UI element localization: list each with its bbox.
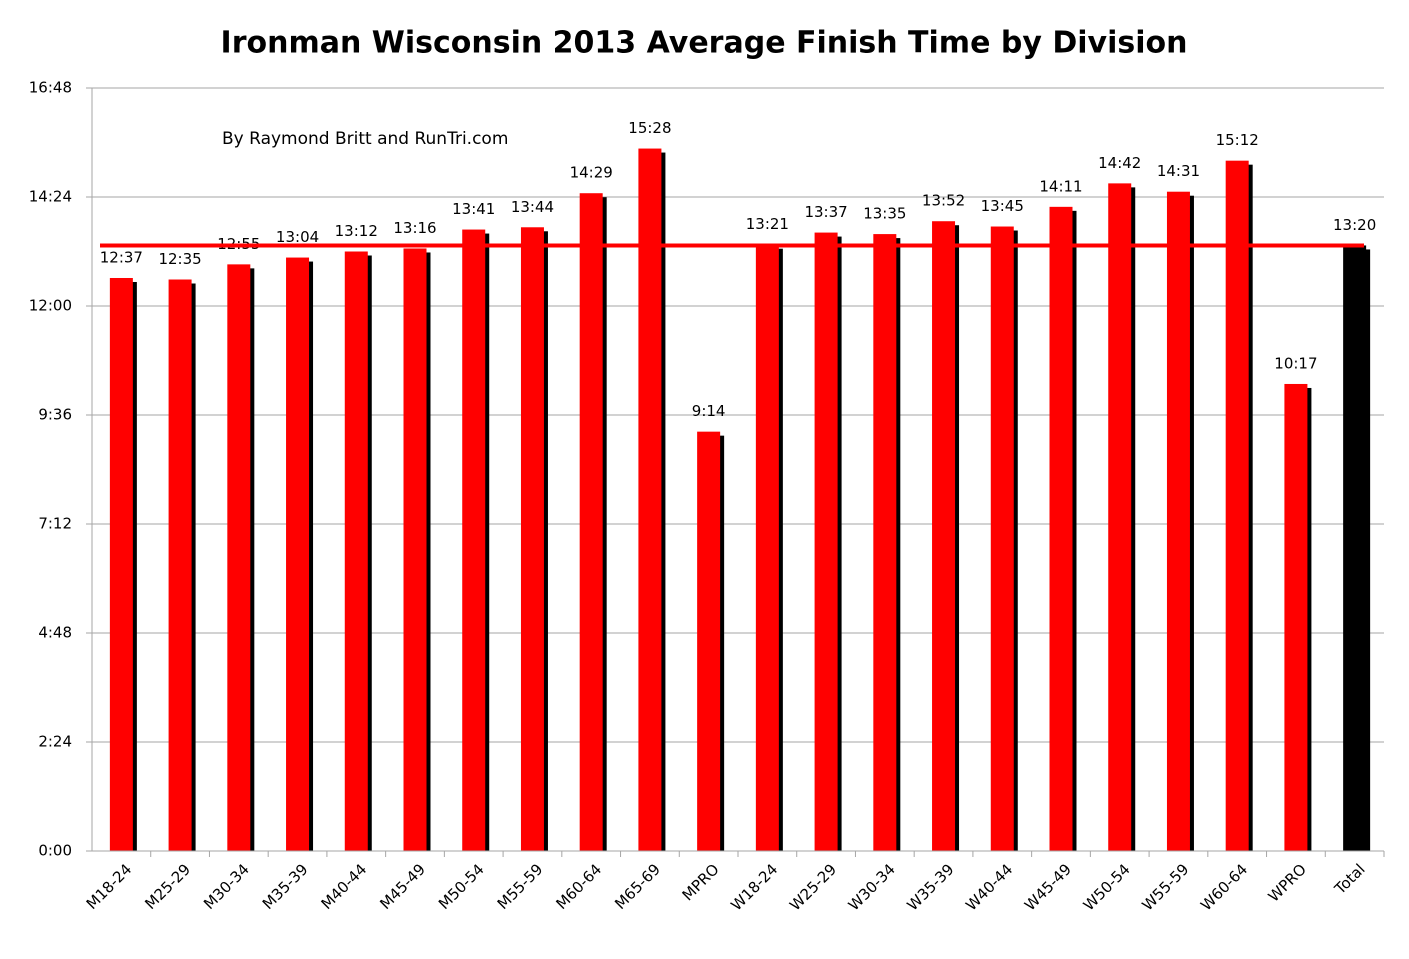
bar [1343,245,1367,851]
value-label: 15:12 [1216,131,1259,149]
bar [520,227,544,851]
bar [1225,160,1249,851]
bar [1166,191,1190,851]
bar [344,251,368,851]
value-label: 13:45 [981,197,1024,215]
y-tick-label: 16:48 [29,79,72,97]
bar [990,226,1014,852]
y-tick-label: 12:00 [29,297,72,315]
bar [1108,183,1132,851]
y-tick-label: 14:24 [29,188,72,206]
bar [873,234,897,851]
bar [755,244,779,851]
value-label: 13:16 [393,219,436,237]
y-tick-label: 7:12 [38,515,72,533]
bar [462,229,486,852]
bar [109,277,133,851]
value-label: 12:35 [158,250,201,268]
bar [286,257,310,851]
value-label: 13:04 [276,228,319,246]
value-label: 13:21 [746,215,789,233]
value-label: 9:14 [692,402,726,420]
value-label: 15:28 [628,119,671,137]
value-label: 13:44 [511,198,554,216]
value-label: 13:12 [335,222,378,240]
bar [932,221,956,851]
bar [638,148,662,852]
bar [403,248,427,851]
value-label: 13:52 [922,192,965,210]
bar [168,279,192,851]
value-label: 14:29 [570,164,613,182]
y-tick-label: 0:00 [38,842,72,860]
value-label: 14:42 [1098,154,1141,172]
value-label: 13:37 [804,203,847,221]
value-label: 13:35 [863,205,906,223]
value-label: 14:31 [1157,162,1200,180]
bar [227,264,251,851]
y-tick-label: 2:24 [38,733,72,751]
annotation: By Raymond Britt and RunTri.com [222,129,508,149]
value-label: 12:37 [100,248,143,266]
bar [814,232,838,851]
bar [1284,383,1308,851]
y-tick-label: 9:36 [38,406,72,424]
value-label: 14:11 [1039,177,1082,195]
bar [697,431,721,851]
bar [1049,206,1073,851]
chart-title: Ironman Wisconsin 2013 Average Finish Ti… [221,26,1188,61]
value-label: 10:17 [1274,354,1317,372]
value-label: 13:20 [1333,216,1376,234]
y-tick-label: 4:48 [38,624,72,642]
bar [579,193,603,851]
value-label: 13:41 [452,200,495,218]
